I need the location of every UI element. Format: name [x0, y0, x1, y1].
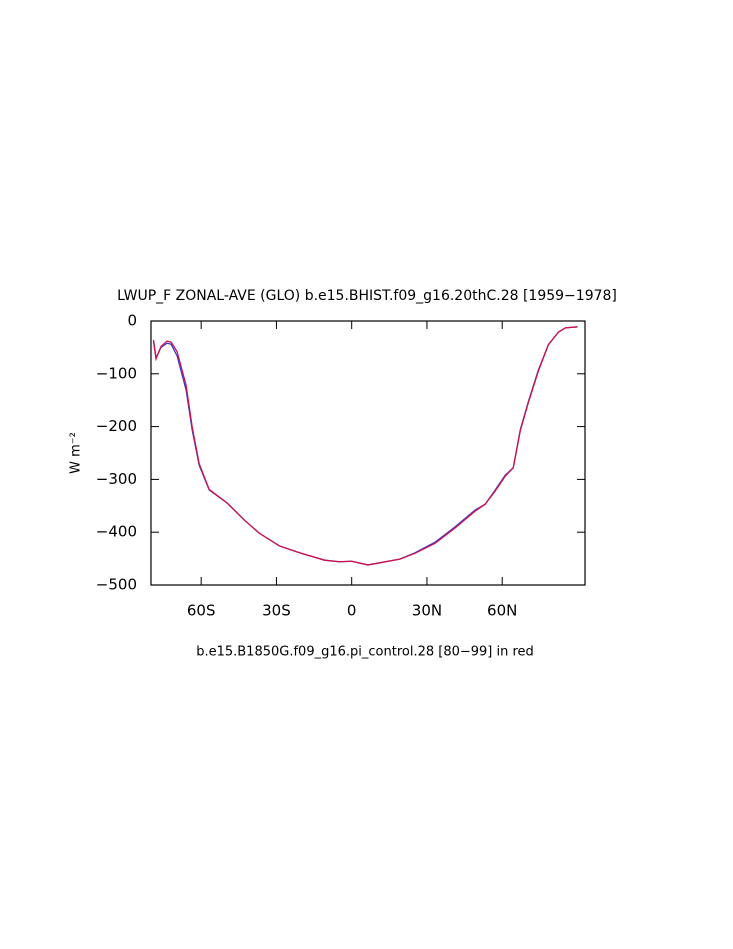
y-tick-label: −400 — [96, 523, 137, 541]
x-tick-label: 30N — [412, 602, 442, 620]
y-tick-label: −200 — [96, 417, 137, 435]
series-line — [152, 326, 578, 566]
x-tick-label: 60N — [487, 602, 517, 620]
x-tick-label: 30S — [262, 602, 291, 620]
series-line — [152, 326, 578, 566]
y-tick-label: −300 — [96, 470, 137, 488]
y-tick-label: 0 — [127, 312, 137, 330]
y-axis-label: W m⁻² — [69, 432, 84, 474]
x-tick-label: 60S — [187, 602, 216, 620]
chart-title: LWUP_F ZONAL-AVE (GLO) b.e15.BHIST.f09_g… — [117, 288, 617, 304]
x-tick-label: 0 — [347, 602, 357, 620]
y-tick-label: −500 — [96, 576, 137, 594]
chart-subtitle: b.e15.B1850G.f09_g16.pi_control.28 [80−9… — [196, 645, 534, 660]
plot-frame — [150, 320, 586, 586]
y-tick-label: −100 — [96, 364, 137, 382]
